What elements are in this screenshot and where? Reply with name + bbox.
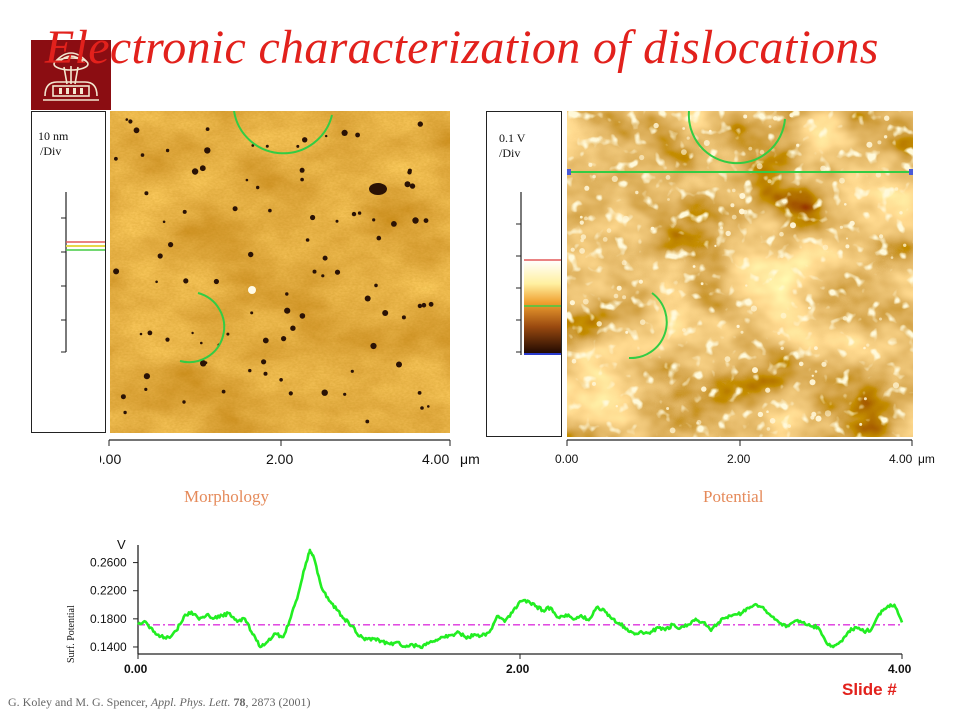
morphology-tick-4: 4.00: [422, 451, 449, 467]
x-tick-label: 4.00: [888, 662, 912, 676]
morphology-afm-image: [110, 111, 450, 433]
potential-scale-unit: 0.1 V: [499, 131, 526, 145]
potential-profile-line: [137, 548, 904, 650]
citation-pages: , 2873 (2001): [245, 695, 311, 709]
morphology-tick-2: 2.00: [266, 451, 293, 467]
dislocation-highlight-arc: [687, 111, 786, 165]
potential-x-axis: 0.00 2.00 4.00 μm: [555, 439, 935, 466]
dislocation-highlight-arc: [628, 292, 668, 360]
potential-tick-0: 0.00: [555, 452, 579, 466]
height-scale-ruler: [61, 192, 105, 353]
morphology-caption: Morphology: [184, 487, 269, 506]
dislocation-highlight-arc: [179, 292, 226, 364]
profile-y-unit: V: [117, 537, 126, 552]
potential-tick-4: 4.00: [889, 452, 913, 466]
y-tick-label: 0.1800: [90, 612, 127, 626]
potential-tick-2: 2.00: [727, 452, 751, 466]
morphology-x-axis: 0.00 2.00 4.00 μm: [100, 439, 480, 467]
potential-scale-div: /Div: [499, 146, 521, 160]
morphology-unit: μm: [460, 451, 480, 467]
citation-authors: G. Koley and M. G. Spencer,: [8, 695, 151, 709]
x-tick-label: 0.00: [124, 662, 148, 676]
potential-scale-box: 0.1 V /Div: [486, 111, 562, 437]
y-tick-label: 0.2200: [90, 584, 127, 598]
profile-y-axis-label: Surf. Potential: [66, 605, 77, 663]
potential-color-bar: [516, 192, 561, 355]
x-tick-label: 2.00: [506, 662, 530, 676]
potential-line-profile-chart: V Surf. Potential 0.1400 0.1800 0.2200 0.26…: [66, 537, 912, 676]
citation-volume: 78: [233, 695, 246, 709]
height-scale-div: /Div: [40, 144, 62, 158]
citation: G. Koley and M. G. Spencer, Appl. Phys. …: [8, 695, 311, 710]
potential-afm-image: [567, 111, 913, 437]
potential-unit: μm: [918, 452, 935, 466]
university-seal-icon: [31, 40, 111, 110]
potential-caption: Potential: [703, 487, 764, 506]
citation-journal: Appl. Phys. Lett.: [150, 695, 231, 709]
height-scale-box: 10 nm /Div: [31, 111, 106, 433]
height-scale-unit: 10 nm: [38, 129, 69, 143]
y-tick-label: 0.1400: [90, 640, 127, 654]
dislocation-highlight-arc: [233, 111, 333, 155]
y-tick-label: 0.2600: [90, 556, 127, 570]
slide-title: Electronic characterization of dislocati…: [45, 21, 879, 74]
slide-number: Slide #: [842, 680, 897, 699]
morphology-tick-0: 0.00: [100, 451, 121, 467]
